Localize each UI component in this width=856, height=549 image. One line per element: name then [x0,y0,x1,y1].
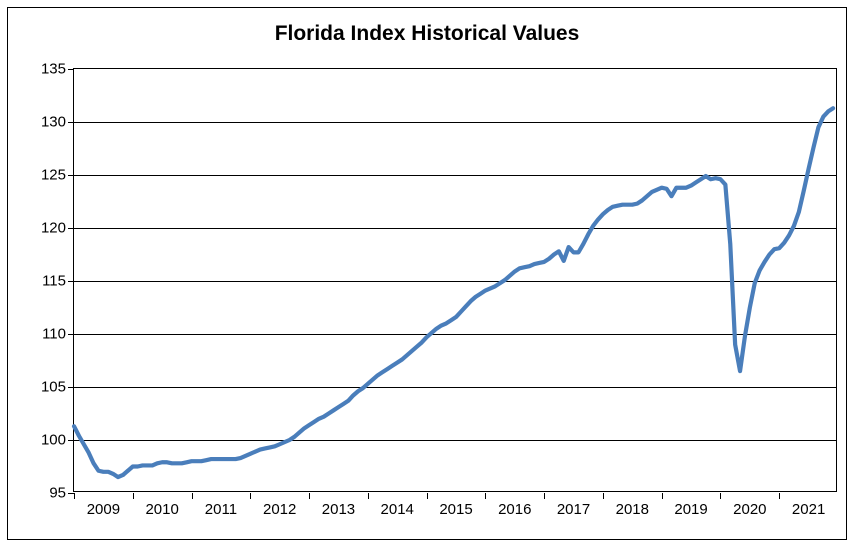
x-tick [133,493,134,499]
plot-area: 9510010511011512012513013520092010201120… [73,68,837,492]
y-axis-label: 130 [28,114,66,131]
x-tick [662,493,663,499]
x-tick [368,493,369,499]
chart-title: Florida Index Historical Values [8,22,846,46]
x-tick [250,493,251,499]
x-tick [720,493,721,499]
x-axis-label: 2010 [145,501,178,518]
x-axis-label: 2015 [439,501,472,518]
x-axis-label: 2012 [263,501,296,518]
x-tick [427,493,428,499]
y-axis-label: 135 [28,61,66,78]
y-axis-label: 105 [28,379,66,396]
y-axis-label: 95 [28,485,66,502]
x-tick [74,493,75,499]
x-axis-label: 2020 [733,501,766,518]
x-tick [603,493,604,499]
x-tick [779,493,780,499]
line-series [74,69,838,493]
x-axis-label: 2011 [205,501,237,518]
chart-frame: Florida Index Historical Values 95100105… [7,7,847,540]
x-tick [309,493,310,499]
florida-index-line [74,108,833,477]
x-tick [485,493,486,499]
x-axis-label: 2014 [381,501,414,518]
y-axis-label: 125 [28,167,66,184]
x-axis-label: 2017 [557,501,590,518]
y-axis-label: 100 [28,432,66,449]
x-axis-label: 2019 [674,501,707,518]
y-axis-label: 110 [28,326,66,343]
x-axis-label: 2018 [616,501,649,518]
x-tick [192,493,193,499]
y-axis-label: 115 [28,273,66,290]
x-axis-label: 2021 [792,501,825,518]
y-axis-label: 120 [28,220,66,237]
x-axis-label: 2009 [87,501,120,518]
x-tick [544,493,545,499]
x-axis-label: 2013 [322,501,355,518]
x-axis-label: 2016 [498,501,531,518]
